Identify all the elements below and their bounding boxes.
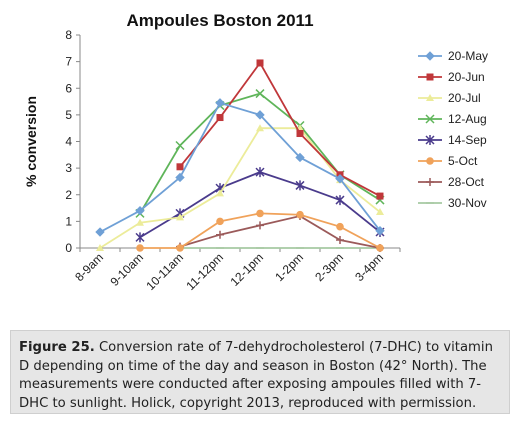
- data-point-20-jun: [376, 192, 384, 200]
- legend-marker-20-jun: [426, 73, 434, 81]
- y-tick-label: 8: [65, 28, 72, 42]
- data-point-5-oct: [136, 244, 144, 252]
- legend-label-20-may: 20-May: [448, 49, 488, 63]
- line-chart: Ampoules Boston 2011 % conversion 0 1 2 3 4 5 6 7…: [23, 11, 488, 293]
- data-point-14-sep: [135, 232, 145, 243]
- data-point-5-oct: [376, 244, 384, 252]
- data-point-20-jul: [376, 208, 384, 216]
- data-point-5-oct: [216, 217, 224, 226]
- data-point-5-oct: [256, 209, 264, 218]
- x-tick-label: 1-2pm: [272, 250, 306, 284]
- legend-marker-28-oct: [426, 178, 434, 186]
- data-point-14-sep: [295, 180, 305, 191]
- data-point-5-oct: [176, 244, 184, 252]
- data-point-20-may: [255, 110, 265, 120]
- x-tick-label: 12-1pm: [227, 250, 266, 289]
- legend-label-20-jul: 20-Jul: [448, 91, 481, 105]
- caption-label: Figure 25.: [19, 340, 95, 355]
- data-point-20-may: [335, 174, 345, 184]
- data-point-20-jul: [256, 124, 264, 132]
- x-tick-label: 2-3pm: [312, 250, 346, 284]
- legend-label-14-sep: 14-Sep: [448, 133, 487, 147]
- x-tick-label: 3-4pm: [352, 250, 386, 284]
- data-point-20-may: [95, 227, 105, 237]
- legend-marker-12-aug: [425, 114, 435, 124]
- y-axis-label: % conversion: [23, 96, 39, 187]
- x-tick-label: 11-12pm: [183, 250, 226, 293]
- data-point-28-oct: [216, 230, 224, 239]
- legend-marker-14-sep: [425, 135, 435, 145]
- data-point-28-oct: [256, 221, 264, 230]
- data-point-20-may: [175, 172, 185, 183]
- y-tick-label: 7: [65, 55, 72, 69]
- data-point-20-may: [375, 225, 385, 236]
- y-tick-label: 4: [65, 135, 72, 149]
- legend-label-28-oct: 28-Oct: [448, 175, 485, 189]
- series-line-20-jun: [179, 61, 381, 197]
- legend-label-12-aug: 12-Aug: [448, 112, 487, 126]
- data-point-12-aug: [175, 140, 185, 151]
- legend-label-30-nov: 30-Nov: [448, 196, 487, 210]
- chart-title: Ampoules Boston 2011: [126, 11, 313, 30]
- data-point-14-sep: [255, 167, 265, 178]
- chart-area: Ampoules Boston 2011 % conversion 0 1 2 3 4 5 6 7…: [10, 0, 522, 305]
- data-point-20-jul: [216, 189, 224, 197]
- legend-marker-20-may: [425, 51, 435, 61]
- series-line-20-jul: [99, 127, 381, 249]
- caption-text: Conversion rate of 7-dehydrocholesterol …: [19, 340, 493, 411]
- data-point-20-may: [135, 206, 145, 216]
- data-point-20-jul: [136, 218, 144, 226]
- data-point-20-jul: [176, 213, 184, 221]
- data-point-20-jun: [256, 59, 264, 67]
- data-point-20-jul: [96, 244, 104, 251]
- data-point-14-sep: [335, 195, 345, 206]
- data-point-5-oct: [336, 222, 344, 231]
- y-tick-label: 5: [65, 108, 72, 122]
- y-tick-label: 0: [65, 241, 72, 255]
- data-point-20-jun: [216, 114, 224, 122]
- legend-marker-5-oct: [426, 157, 434, 165]
- legend-label-20-jun: 20-Jun: [448, 70, 485, 84]
- y-tick-label: 2: [65, 188, 72, 202]
- data-point-12-aug: [255, 89, 265, 99]
- x-tick-label: 8-9am: [72, 250, 106, 284]
- data-point-28-oct: [336, 236, 344, 245]
- legend-label-5-oct: 5-Oct: [448, 154, 478, 168]
- y-tick-label: 3: [65, 161, 72, 175]
- data-point-20-jun: [176, 163, 184, 171]
- y-tick-label: 6: [65, 81, 72, 95]
- figure-caption: Figure 25. Conversion rate of 7-dehydroc…: [10, 330, 510, 414]
- x-tick-label: 10-11am: [143, 250, 186, 293]
- data-point-5-oct: [296, 210, 304, 219]
- legend-marker-20-jul: [426, 94, 434, 101]
- series-line-20-may: [99, 101, 381, 233]
- data-point-20-may: [215, 98, 225, 108]
- data-point-20-may: [295, 152, 305, 163]
- x-tick-label: 9-10am: [107, 250, 146, 289]
- y-tick-label: 1: [65, 214, 72, 228]
- series-line-28-oct: [179, 215, 381, 249]
- data-point-20-jun: [296, 130, 304, 138]
